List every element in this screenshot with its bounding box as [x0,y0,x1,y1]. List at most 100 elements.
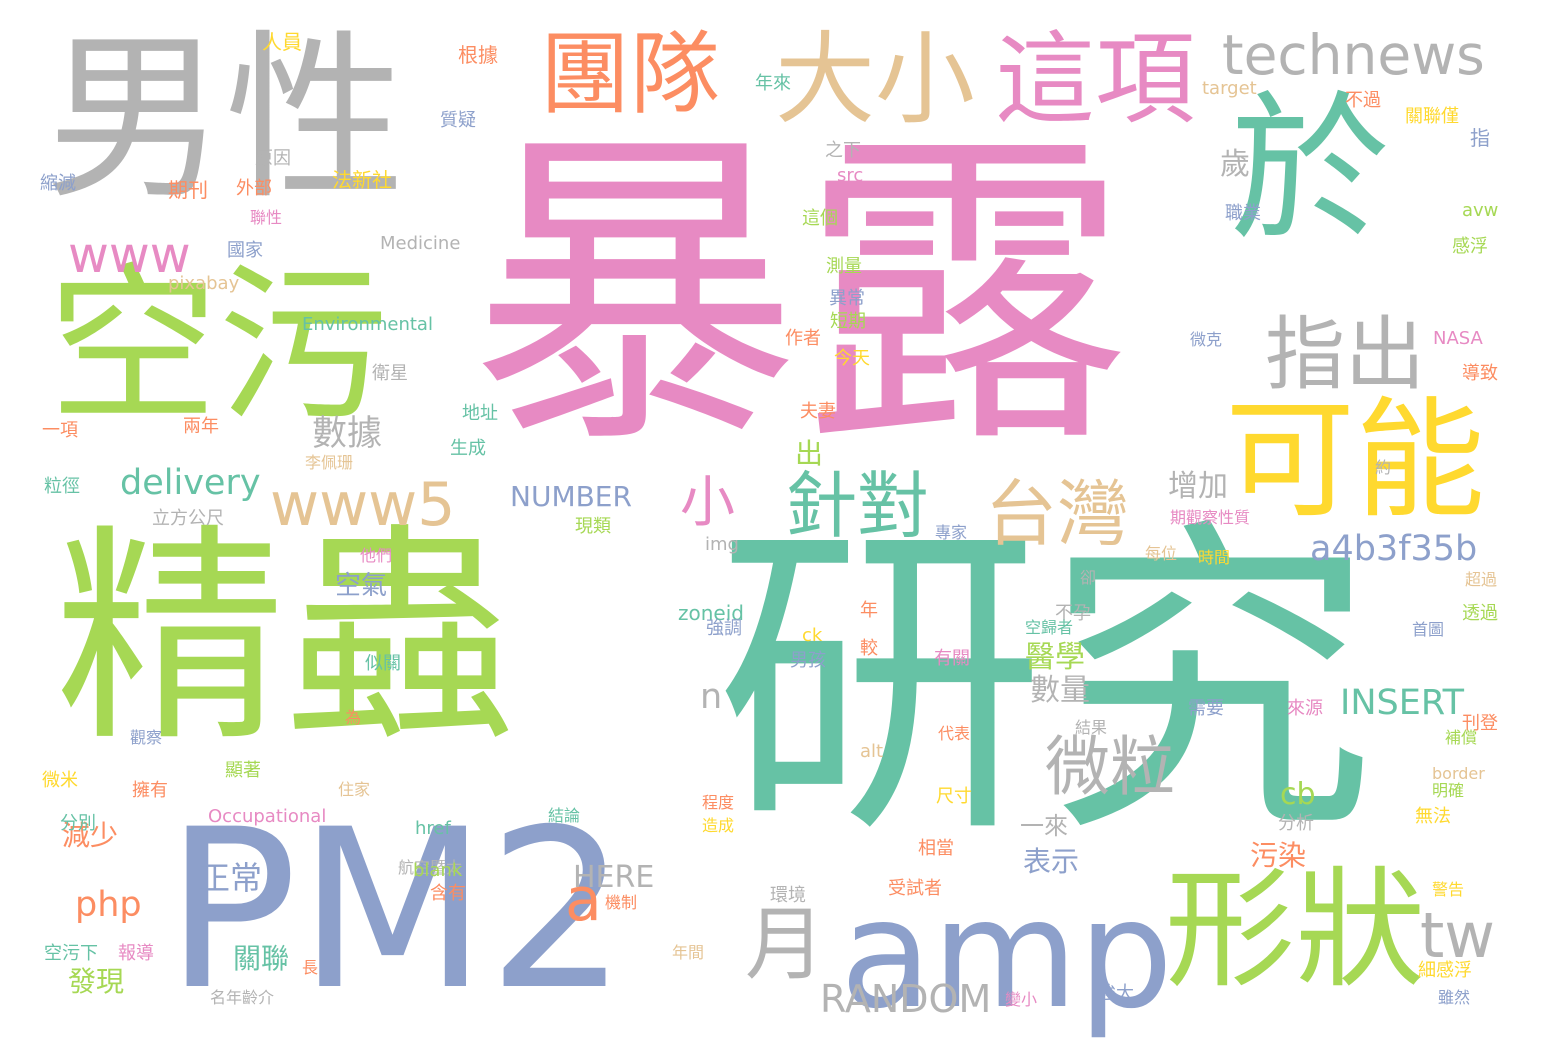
word-48: 人員 [262,30,302,54]
word-40: 關聯 [233,942,290,975]
word-83: 職業 [1225,203,1261,224]
word-128: 程度 [702,793,735,812]
word-72: 關聯僅 [1405,106,1459,127]
word-107: 男孩 [790,650,826,671]
word-127: 尺寸 [936,786,972,807]
word-60: Environmental [302,314,433,335]
word-28: 增加 [1168,469,1228,504]
word-78: 短期 [830,311,866,332]
word-43: 污染 [1250,839,1307,872]
word-38: 正常 [198,859,263,897]
word-142: 環境 [770,885,806,906]
word-130: 分析 [1278,813,1314,834]
word-151: 雖然 [1438,988,1471,1007]
word-98: 卻 [1080,568,1097,587]
word-124: 擁有 [132,780,168,801]
word-1: 暴露 [470,103,1130,487]
word-76: 測量 [826,256,862,277]
word-134: 結論 [548,806,581,825]
word-93: 時間 [1198,548,1231,567]
word-101: 不孕 [1055,603,1091,624]
word-108: 較 [860,638,878,659]
word-138: blank [413,860,463,881]
word-52: 原因 [255,148,291,169]
word-41: 發現 [68,965,125,998]
word-132: 分別 [60,813,96,834]
word-109: 有關 [934,648,970,669]
word-103: 他們 [360,546,393,565]
word-97: img [705,534,739,555]
word-37: cb [1280,777,1316,812]
word-106: ck [802,625,823,646]
word-24: a [565,865,602,935]
word-129: 造成 [702,816,735,835]
word-58: Medicine [380,233,461,254]
word-23: tw [1420,899,1496,972]
word-9: 形狀 [1165,854,1426,1006]
word-149: 變小 [1005,990,1038,1009]
word-99: zoneid [678,601,744,625]
word-148: 名年齡介 [210,988,275,1007]
word-19: 微粒 [1045,730,1176,805]
word-104: 現類 [575,516,611,537]
word-30: RANDOM [820,977,992,1021]
word-81: 夫妻 [800,401,836,422]
word-139: 含有 [430,883,466,904]
word-8: amp [840,868,1174,1042]
word-74: src [837,165,864,186]
word-77: 異常 [829,288,865,309]
word-47: 一來 [1020,812,1068,840]
word-135: href [415,818,451,839]
word-49: 根據 [458,43,498,67]
word-63: 兩年 [183,416,219,437]
word-126: border [1432,764,1485,783]
word-14: technews [1222,23,1485,87]
word-145: 年間 [672,943,705,962]
word-112: 為 [345,708,362,727]
word-44: n [700,677,723,717]
word-62: 一項 [42,420,78,441]
word-11: 大小 [775,21,975,138]
word-46: 出 [795,437,824,470]
word-91: 專家 [935,523,968,542]
word-39: 減少 [62,819,119,852]
word-92: 每位 [1145,544,1178,563]
word-66: 李佩珊 [305,453,354,472]
word-25: delivery [120,463,261,503]
word-2: 研究 [715,493,1375,877]
word-54: 外部 [236,178,272,199]
word-20: 月 [745,898,825,991]
word-36: 數量 [1030,673,1090,708]
word-4: PM2 [165,782,628,1038]
word-100: 強調 [706,618,742,639]
word-111: 似關 [365,653,401,674]
word-85: 感浮 [1452,236,1488,257]
word-122: 顯著 [225,760,261,781]
word-42: 表示 [1023,845,1080,878]
word-95: 透過 [1462,603,1498,624]
word-88: 微克 [1190,330,1223,349]
word-12: 這項 [995,21,1195,138]
word-65: 生成 [450,438,486,459]
word-21: www [68,226,191,284]
word-114: 需要 [1188,698,1224,719]
word-57: 國家 [227,240,263,261]
word-45: 歲 [1220,147,1250,182]
word-34: 空氣 [335,571,388,601]
word-56: 聯性 [250,208,283,227]
word-15: 指出 [1265,308,1425,401]
word-51: 縮減 [40,173,76,194]
word-105: 年 [860,600,878,621]
word-18: www5 [270,470,456,540]
word-29: INSERT [1340,683,1464,723]
word-94: 超過 [1465,570,1498,589]
word-53: 期刊 [168,178,208,202]
word-140: 受試者 [888,878,942,899]
word-144: 報導 [118,943,154,964]
word-27: a4b3f35b [1310,529,1478,569]
word-13: 團隊 [540,22,720,127]
word-67: 粒徑 [44,476,80,497]
word-10: 可能 [1225,384,1486,536]
word-68: 立方公尺 [152,508,224,529]
